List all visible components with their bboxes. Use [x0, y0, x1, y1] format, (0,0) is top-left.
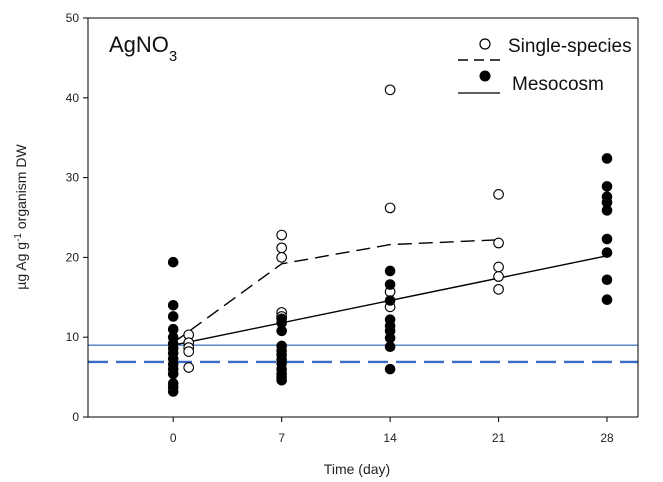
y-tick-label-40: 40 — [66, 91, 80, 105]
x-axis-label: Time (day) — [324, 461, 390, 477]
reference-lines — [88, 344, 638, 364]
point-single-species-4 — [183, 362, 195, 373]
legend-label-single-species: Single-species — [508, 36, 632, 57]
point-single-species-10 — [384, 84, 396, 96]
point-mesocosm-1 — [167, 299, 179, 311]
y-axis-label-pre: µg Ag g — [13, 242, 29, 290]
point-single-species-15 — [493, 237, 504, 249]
chart-title-subscript: 3 — [169, 48, 177, 65]
point-mesocosm-43 — [601, 274, 613, 286]
data-points — [167, 84, 613, 397]
point-mesocosm-36 — [601, 153, 613, 164]
point-mesocosm-3 — [167, 323, 179, 335]
point-single-species-16 — [493, 261, 504, 273]
trend-line-single-species — [172, 239, 499, 344]
legend-marker-single-species — [479, 38, 491, 50]
y-tick-label-20: 20 — [66, 250, 80, 264]
point-single-species-7 — [276, 252, 288, 263]
point-mesocosm-17 — [276, 325, 287, 337]
point-single-species-18 — [493, 283, 504, 295]
point-mesocosm-35 — [384, 363, 396, 375]
point-mesocosm-29 — [384, 295, 396, 306]
y-tick-label-10: 10 — [66, 330, 80, 344]
axes — [87, 17, 639, 418]
point-single-species-14 — [493, 189, 504, 200]
point-mesocosm-41 — [601, 233, 613, 245]
point-mesocosm-16 — [276, 317, 287, 329]
point-single-species-17 — [493, 271, 504, 282]
x-tick-label-14: 14 — [383, 431, 397, 445]
chart-title: AgNO3 — [109, 32, 177, 65]
point-mesocosm-26 — [276, 374, 287, 386]
x-tick-label-28: 28 — [600, 431, 614, 445]
point-single-species-6 — [276, 242, 288, 254]
point-mesocosm-42 — [601, 247, 613, 258]
point-mesocosm-14 — [167, 386, 179, 397]
point-mesocosm-33 — [384, 332, 396, 344]
point-mesocosm-44 — [601, 294, 613, 305]
chart-title-main: AgNO — [109, 32, 169, 57]
point-mesocosm-2 — [167, 311, 179, 322]
y-tick-label-0: 0 — [72, 410, 79, 424]
y-axis-label-post: organism DW — [13, 144, 29, 233]
point-mesocosm-39 — [601, 197, 613, 208]
point-mesocosm-34 — [384, 341, 396, 353]
point-mesocosm-28 — [384, 279, 396, 290]
point-mesocosm-11 — [167, 368, 179, 380]
legend-label-mesocosm: Mesocosm — [512, 74, 604, 95]
point-mesocosm-27 — [384, 265, 396, 277]
legend-marker-mesocosm — [479, 70, 491, 82]
y-tick-label-30: 30 — [66, 171, 80, 185]
point-mesocosm-40 — [601, 205, 613, 216]
y-tick-label-50: 50 — [66, 11, 80, 25]
y-axis-label: µg Ag g-1 organism DW — [13, 144, 30, 290]
x-tick-label-0: 0 — [170, 431, 177, 445]
plot-area — [88, 18, 638, 417]
y-axis-label-sup: -1 — [13, 233, 24, 242]
ticks: 0 7 14 21 28 0 10 20 30 40 50 — [66, 11, 614, 445]
point-mesocosm-37 — [601, 181, 613, 192]
point-single-species-3 — [183, 346, 195, 357]
legend: Single-species Mesocosm — [458, 36, 632, 95]
point-mesocosm-0 — [167, 256, 179, 268]
plot-background — [88, 18, 638, 417]
point-single-species-11 — [384, 202, 396, 214]
x-tick-label-7: 7 — [278, 431, 285, 445]
x-tick-label-21: 21 — [492, 431, 506, 445]
point-single-species-5 — [276, 229, 288, 241]
